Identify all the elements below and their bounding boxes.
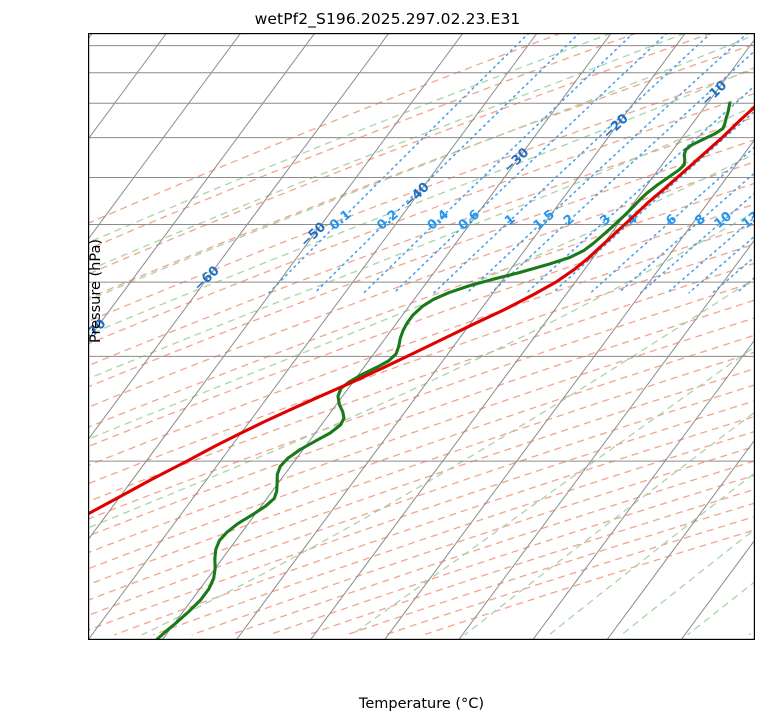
moist-adiabat-line bbox=[88, 66, 755, 336]
mixing-ratio-line bbox=[363, 33, 635, 294]
sounding-line bbox=[88, 104, 755, 516]
isotherm-line bbox=[88, 33, 168, 141]
isotherm-line bbox=[88, 33, 390, 441]
dry-adiabat-line bbox=[88, 299, 755, 537]
mixing-ratio-lines bbox=[268, 33, 755, 294]
isotherms bbox=[88, 33, 755, 640]
isotherm-line bbox=[235, 33, 686, 640]
temperature-curve bbox=[88, 104, 755, 516]
x-axis-label: Temperature (°C) bbox=[358, 696, 485, 712]
isotherm-line bbox=[532, 338, 755, 640]
y-axis-label: Pressure (hPa) bbox=[88, 239, 104, 344]
dry-adiabat-line bbox=[88, 33, 562, 225]
dry-adiabat-line bbox=[88, 334, 755, 570]
isotherm-line bbox=[458, 238, 755, 640]
mixing-ratio-line bbox=[526, 84, 755, 294]
isobars bbox=[88, 45, 755, 640]
mixing-ratio-line bbox=[393, 33, 668, 294]
isotherm-line bbox=[606, 438, 755, 640]
plot-frame bbox=[88, 33, 755, 640]
isotherm-line bbox=[88, 33, 316, 341]
dry-adiabat-line bbox=[88, 33, 637, 250]
dry-adiabat-line bbox=[88, 161, 755, 409]
mixing-ratio-line bbox=[268, 33, 530, 294]
mixing-ratio-line bbox=[433, 33, 712, 294]
dry-adiabat-line bbox=[88, 182, 755, 428]
sounding-line bbox=[154, 101, 732, 640]
isotherm-line bbox=[161, 33, 612, 640]
moist-adiabat-line bbox=[88, 105, 755, 380]
moist-adiabat-line bbox=[88, 33, 612, 244]
isotherm-line bbox=[88, 33, 242, 241]
mixing-ratio-line bbox=[314, 33, 581, 294]
moist-adiabat-line bbox=[88, 211, 755, 529]
isotherm-line bbox=[88, 33, 538, 640]
isotherm-line bbox=[309, 38, 755, 640]
plot-area: Pressure (hPa) Temperature (°C) −100−90−… bbox=[88, 33, 755, 712]
dry-adiabat-line bbox=[88, 351, 755, 586]
dry-adiabat-line bbox=[88, 262, 755, 503]
dry-adiabat-line bbox=[88, 384, 755, 617]
dry-adiabat-line bbox=[88, 317, 755, 554]
mixing-ratio-line bbox=[666, 215, 755, 294]
page-title: wetPf2_S196.2025.297.02.23.E31 bbox=[254, 10, 521, 28]
isotherm-line bbox=[384, 138, 755, 640]
plot-background bbox=[88, 33, 755, 640]
moist-adiabat-line bbox=[141, 277, 755, 636]
moist-adiabat-line bbox=[351, 345, 755, 636]
mixing-ratio-line bbox=[590, 145, 755, 294]
dewpoint-curve bbox=[154, 101, 732, 640]
dry-adiabat-line bbox=[88, 367, 755, 601]
dry-adiabat-line bbox=[88, 139, 755, 388]
mixing-ratio-line bbox=[490, 49, 755, 294]
moist-adiabats bbox=[88, 33, 755, 636]
dry-adiabat-line bbox=[88, 33, 712, 275]
mixing-ratio-line bbox=[466, 33, 749, 294]
skewt-canvas: −100−90−80−70−60−50−40−30−20−1010203040 … bbox=[88, 33, 755, 640]
dry-adiabat-line bbox=[88, 281, 755, 520]
